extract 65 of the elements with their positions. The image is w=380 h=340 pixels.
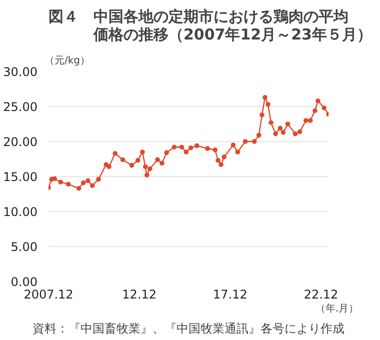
point [316,98,320,104]
point [262,95,268,100]
point [144,172,150,178]
point [96,176,101,182]
point [129,162,134,168]
chart-title: 図４ 中国各地の定期市における鶏肉の平均価格の推移（2007年12月～23年５月） [48,8,372,44]
point [312,108,318,114]
y-tick-label: 20.00 [3,135,38,149]
point [172,144,177,150]
point [322,106,326,110]
point [266,102,270,107]
point [297,129,302,134]
point [76,186,82,191]
point [216,158,220,163]
y-tick-label: 5.00 [10,240,38,254]
text: 資料：『中国畜牧業』、『中国牧業通訊』各号により作成 [32,322,344,336]
point [292,131,298,136]
point [212,148,218,152]
y-tick-label: 0.00 [10,275,38,289]
point [66,182,71,187]
point [218,162,224,167]
point [273,131,278,136]
x-tick-label: 17.12 [213,288,248,302]
point [194,143,200,148]
point [268,120,274,125]
y-tick-label: 30.00 [3,65,38,79]
point [256,132,262,138]
x-tick-label: 12.12 [122,288,157,302]
y-tick-label: 10.00 [3,205,38,219]
point [80,180,86,186]
point [112,151,118,156]
point [188,145,194,150]
point [242,139,248,144]
y-tick-label: 15.00 [3,170,38,184]
point [308,118,313,123]
point [205,146,210,151]
point [252,139,257,144]
point [260,112,264,118]
y-axis-title: （元/kg） [44,56,90,66]
point [285,122,290,126]
point [179,144,184,150]
point [148,166,152,172]
x-axis-title: （年.月） [315,302,359,314]
point [235,150,240,154]
point [106,164,112,170]
point [58,180,64,184]
point [135,158,140,163]
point [164,150,169,156]
point [278,126,283,131]
point [140,150,145,154]
point [280,130,286,135]
point [160,160,164,166]
point [142,164,148,170]
point [155,157,160,162]
point [304,118,308,123]
point [184,150,189,154]
x-tick-label: 2007.12 [24,288,74,302]
point [222,154,227,160]
point [120,157,126,162]
x-tick-label: 22.12 [304,288,338,302]
point [52,176,57,181]
point [90,183,95,188]
y-tick-label: 25.00 [3,100,38,114]
point [230,142,236,148]
point [86,178,90,184]
